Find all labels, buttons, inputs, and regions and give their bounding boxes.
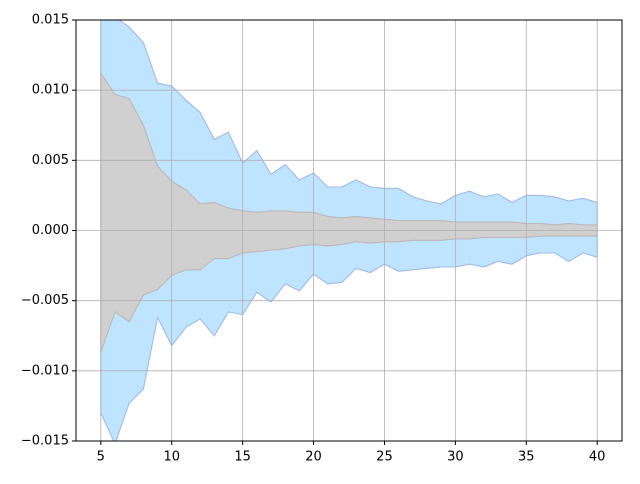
band-upper <box>100 73 598 226</box>
x-tick-label: 40 <box>589 450 606 465</box>
x-tick-label: 15 <box>234 450 251 465</box>
x-tick-label: 10 <box>163 450 180 465</box>
y-tick-label: 0.000 <box>32 223 69 238</box>
band-lower <box>100 235 598 353</box>
x-tick-label: 5 <box>97 450 105 465</box>
y-tick-label: 0.010 <box>32 83 69 98</box>
y-tick-label: 0.005 <box>32 153 69 168</box>
plot-area <box>100 20 598 441</box>
y-tick-label: 0.015 <box>32 13 69 28</box>
band-upper <box>118 20 598 205</box>
x-tick-label: 35 <box>518 450 535 465</box>
x-tick-label: 25 <box>376 450 393 465</box>
grid <box>76 19 622 442</box>
band-lower <box>100 252 598 441</box>
y-tick-label: −0.005 <box>21 293 69 308</box>
x-tick-label: 30 <box>447 450 464 465</box>
x-tick-label: 20 <box>305 450 322 465</box>
y-tick-label: −0.010 <box>21 363 69 378</box>
y-tick-label: −0.015 <box>21 434 69 449</box>
